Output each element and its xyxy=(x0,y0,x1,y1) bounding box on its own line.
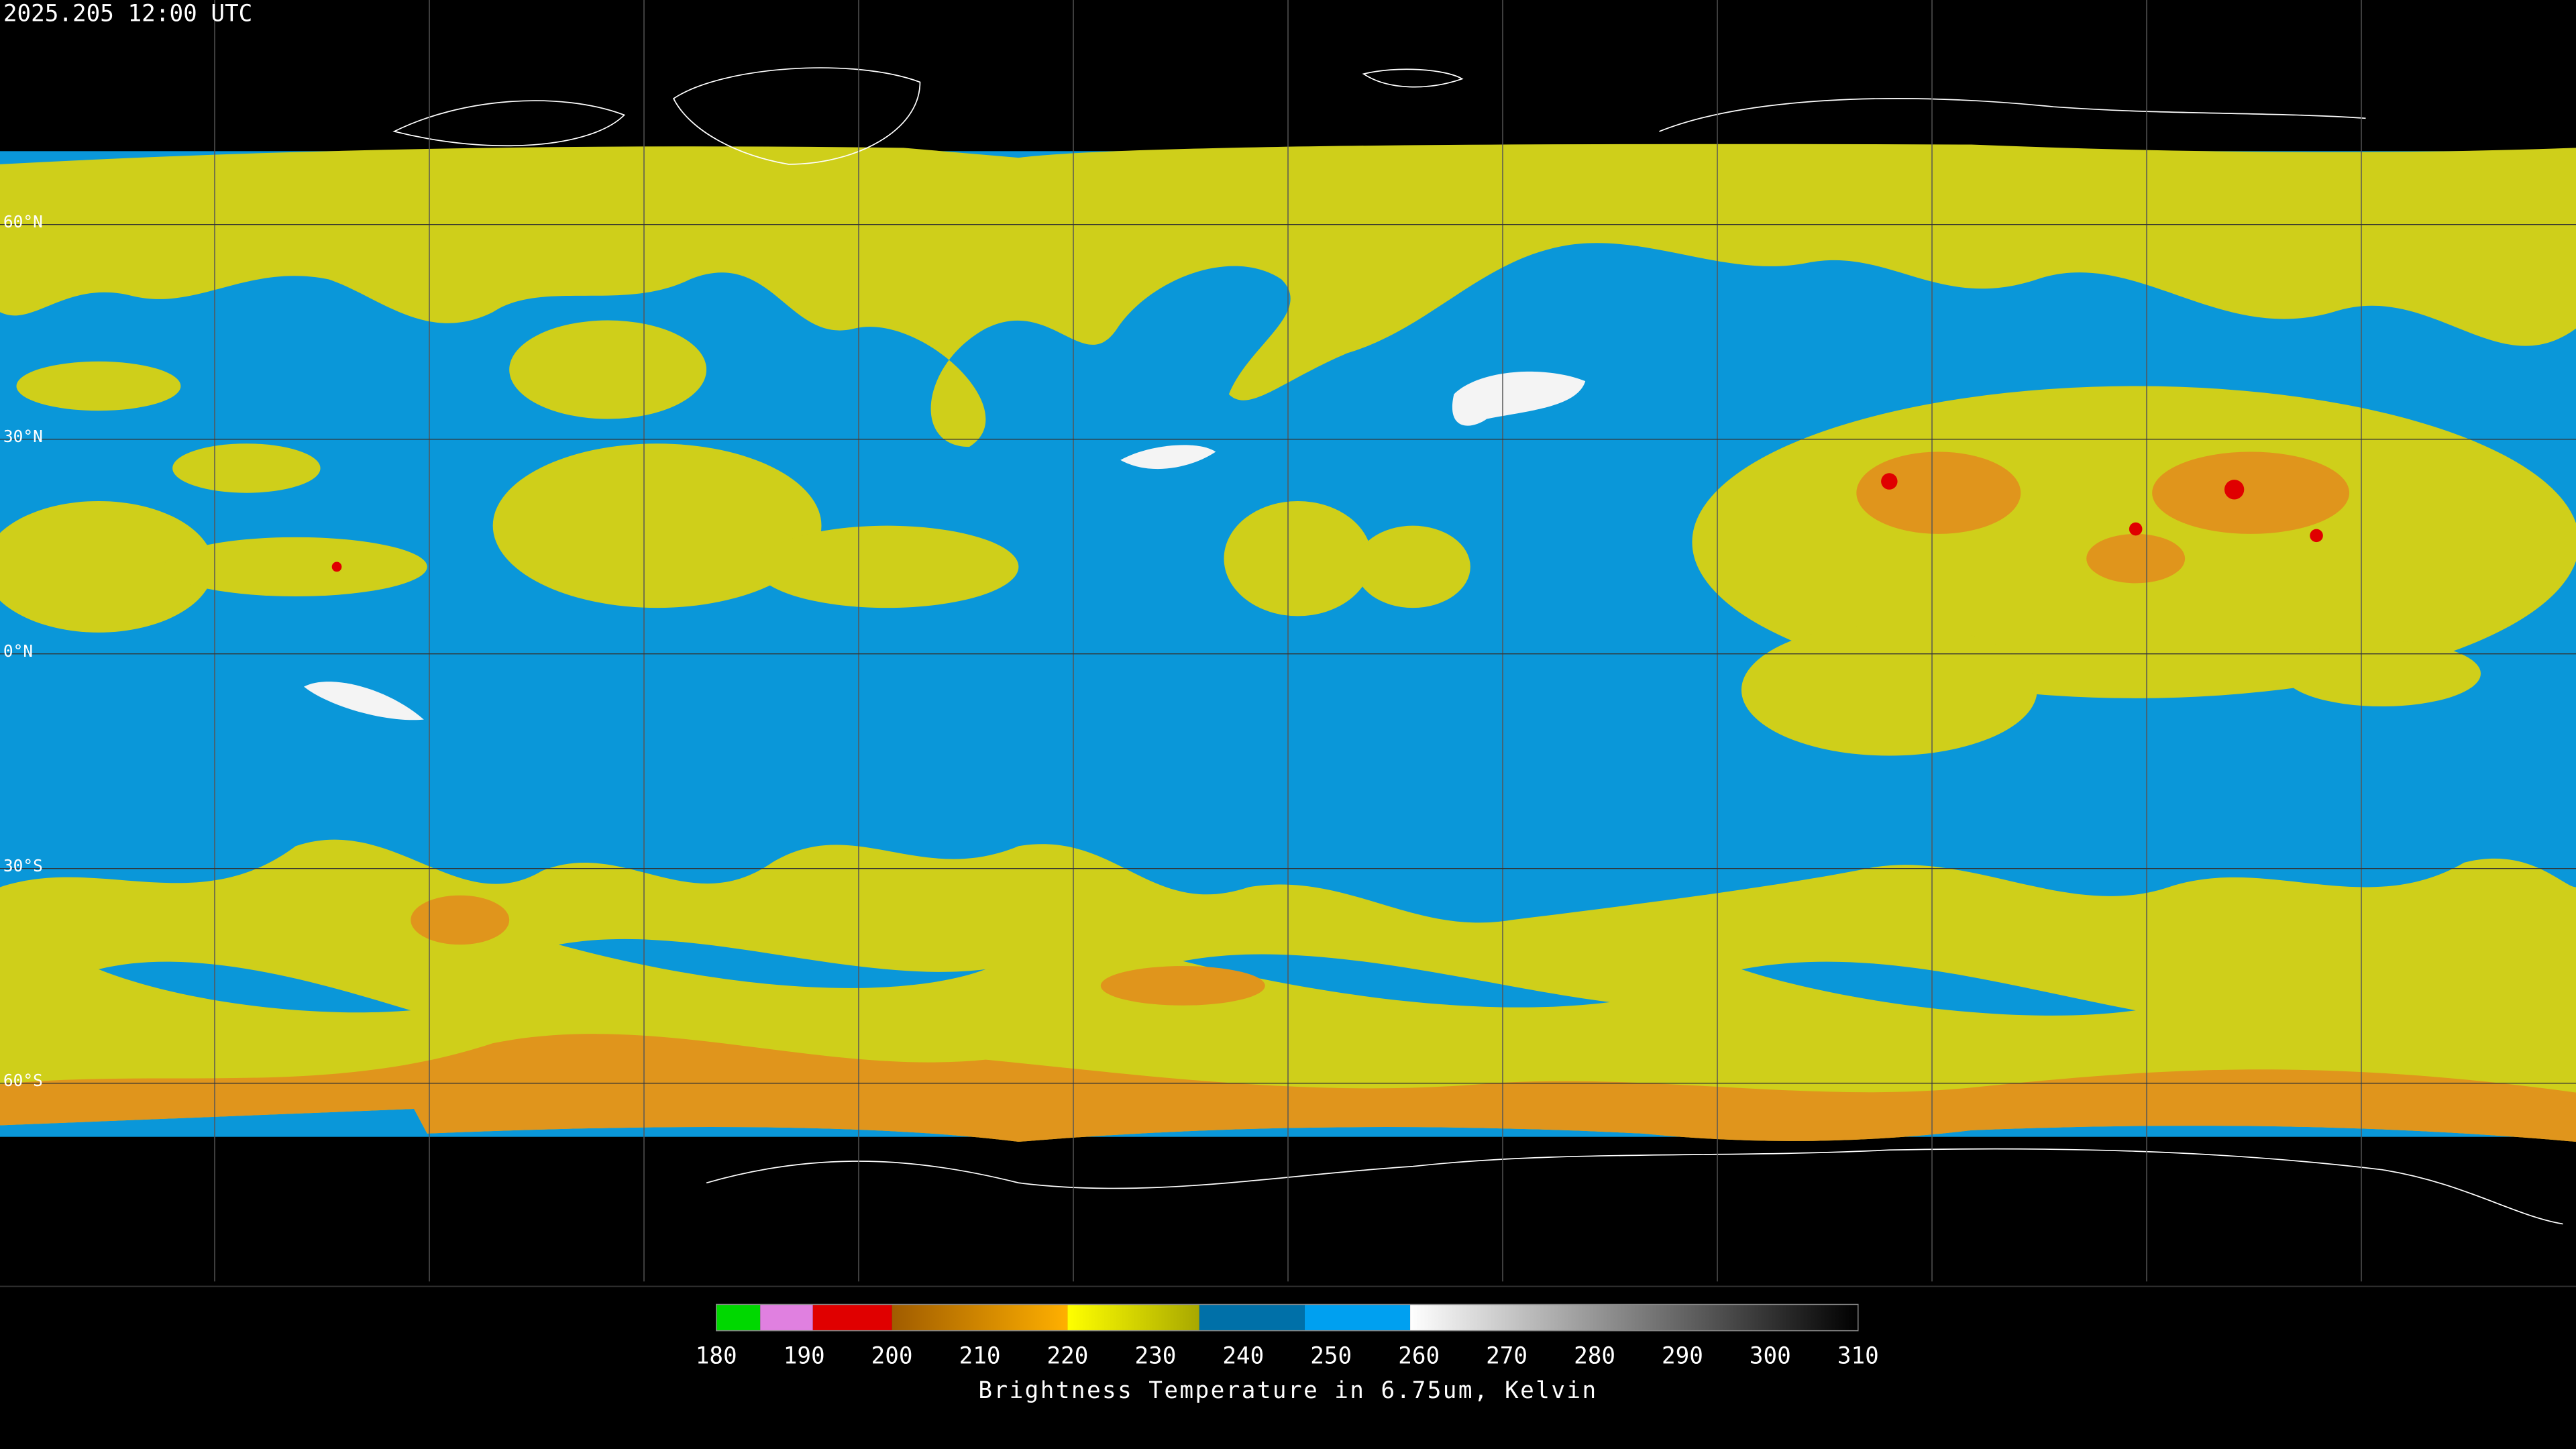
colorbar: 180 190 200 210 220 230 240 250 260 270 280 290 300 3… xyxy=(696,1303,1879,1369)
latitude-label: 0°N xyxy=(3,641,33,661)
colorbar-tick-label: 210 xyxy=(959,1342,1001,1369)
colorbar-segment xyxy=(1067,1304,1199,1331)
colorbar-segment xyxy=(760,1304,813,1331)
colorbar-tick-label: 310 xyxy=(1837,1342,1879,1369)
deep-convection xyxy=(331,473,2323,572)
colorbar-tick-label: 290 xyxy=(1662,1342,1703,1369)
timestamp: 2025.205 12:00 UTC xyxy=(3,1,252,28)
tropical-clouds xyxy=(0,320,2576,756)
colorbar-tick-label: 270 xyxy=(1486,1342,1527,1369)
colorbar-segment xyxy=(812,1304,892,1331)
colorbar-tick-label: 260 xyxy=(1398,1342,1440,1369)
colorbar-tick-label: 280 xyxy=(1574,1342,1615,1369)
colorbar-tick-label: 250 xyxy=(1310,1342,1352,1369)
colorbar-tick-label: 230 xyxy=(1134,1342,1176,1369)
colorbar-tick-label: 190 xyxy=(784,1342,825,1369)
coastlines xyxy=(392,67,2563,1225)
colorbar-tick-label: 220 xyxy=(1047,1342,1089,1369)
colorbar-segment xyxy=(1199,1304,1305,1331)
colorbar-segment xyxy=(716,1304,761,1331)
colorbar-tick-label: 200 xyxy=(871,1342,913,1369)
colorbar-label: Brightness Temperature in 6.75um, Kelvin xyxy=(978,1377,1597,1404)
colorbar-segment xyxy=(1410,1304,1858,1331)
colorbar-tick-label: 240 xyxy=(1222,1342,1264,1369)
latitude-label: 60°S xyxy=(3,1071,43,1090)
cold-cloud-tops xyxy=(411,451,2350,1006)
colorbar-tick-label: 300 xyxy=(1750,1342,1791,1369)
very-dry-areas xyxy=(304,371,1586,720)
graticule: 60°N 30°N 0°N 30°S 60°S xyxy=(0,0,2576,1282)
colorbar-segment xyxy=(892,1304,1068,1331)
latitude-label: 30°S xyxy=(3,856,43,875)
latitude-label: 60°N xyxy=(3,212,43,231)
colorbar-tick-label: 180 xyxy=(696,1342,737,1369)
colorbar-segment xyxy=(1304,1304,1411,1331)
latitude-label: 30°N xyxy=(3,427,43,446)
colorbar-frame xyxy=(716,1303,1859,1332)
